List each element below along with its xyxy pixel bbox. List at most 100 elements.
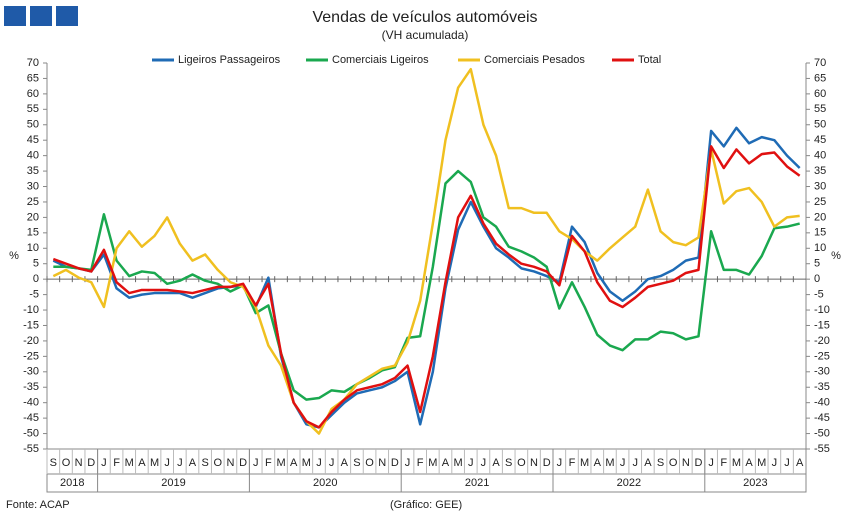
year-label: 2019 (161, 477, 185, 489)
x-tick-label: N (378, 457, 386, 469)
series-line (53, 169, 800, 401)
y-tick-label: -55 (23, 443, 39, 455)
y2-tick-label: 50 (814, 119, 826, 131)
year-label: 2020 (313, 477, 337, 489)
x-tick-label: N (75, 457, 83, 469)
y2-tick-label: 10 (814, 242, 826, 254)
x-tick-label: F (720, 457, 727, 469)
x-tick-label: M (732, 457, 741, 469)
x-tick-label: O (669, 457, 678, 469)
y2-tick-label: 40 (814, 150, 826, 162)
y2-tick-label: -45 (814, 412, 830, 424)
x-tick-label: J (253, 457, 259, 469)
x-tick-label: N (530, 457, 538, 469)
y2-tick-label: 30 (814, 180, 826, 192)
y-tick-label: 45 (27, 134, 39, 146)
series-line (52, 145, 801, 429)
y2-tick-label: -5 (814, 289, 824, 301)
y-tick-label: 50 (27, 119, 39, 131)
x-tick-label: J (405, 457, 411, 469)
series-line (52, 67, 800, 435)
y2-tick-label: -40 (814, 397, 830, 409)
x-tick-label: F (417, 457, 424, 469)
y2-tick-label: 15 (814, 227, 826, 239)
year-label: 2022 (617, 477, 641, 489)
chart-title: Vendas de veículos automóveis (312, 9, 537, 26)
x-tick-label: J (316, 457, 322, 469)
y-tick-label: 30 (27, 180, 39, 192)
x-tick-label: J (329, 457, 335, 469)
y2-tick-label: 0 (814, 273, 820, 285)
x-tick-label: J (481, 457, 487, 469)
y2-tick-label: 55 (814, 103, 826, 115)
logo-square (30, 6, 52, 26)
x-tick-label: N (682, 457, 690, 469)
x-tick-label: A (290, 457, 298, 469)
y-tick-label: -15 (23, 319, 39, 331)
y-tick-label: 40 (27, 150, 39, 162)
y2-tick-label: 60 (814, 88, 826, 100)
legend-label: Comerciais Ligeiros (332, 54, 429, 66)
x-tick-label: S (201, 457, 208, 469)
y-tick-label: 15 (27, 227, 39, 239)
x-tick-label: M (454, 457, 463, 469)
x-tick-label: S (353, 457, 360, 469)
x-tick-label: M (428, 457, 437, 469)
x-tick-label: A (442, 457, 450, 469)
x-tick-label: D (87, 457, 95, 469)
x-tick-label: D (239, 457, 247, 469)
chart-subtitle: (VH acumulada) (382, 28, 469, 42)
y-tick-label: -5 (29, 289, 39, 301)
y-tick-label: 65 (27, 72, 39, 84)
x-tick-label: D (694, 457, 702, 469)
y2-tick-label: -20 (814, 335, 830, 347)
y2-tick-label: -30 (814, 366, 830, 378)
y2-tick-label: 70 (814, 57, 826, 69)
logo-square (4, 6, 26, 26)
y2-tick-label: -35 (814, 381, 830, 393)
x-tick-label: F (113, 457, 120, 469)
x-tick-label: O (213, 457, 222, 469)
legend-label: Comerciais Pesados (484, 54, 585, 66)
x-tick-label: M (302, 457, 311, 469)
credit: (Gráfico: GEE) (390, 499, 462, 511)
y2-tick-label: -50 (814, 427, 830, 439)
y2-tick-label: -55 (814, 443, 830, 455)
y-tick-label: 60 (27, 88, 39, 100)
source: Fonte: ACAP (6, 499, 70, 511)
x-tick-label: D (543, 457, 551, 469)
x-tick-label: J (164, 457, 170, 469)
y-tick-label: -40 (23, 397, 39, 409)
x-tick-label: O (62, 457, 71, 469)
y2-tick-label: 5 (814, 258, 820, 270)
x-tick-label: J (557, 457, 563, 469)
x-tick-label: N (226, 457, 234, 469)
logo-square (56, 6, 78, 26)
x-tick-label: F (265, 457, 272, 469)
x-tick-label: A (138, 457, 146, 469)
x-tick-label: J (632, 457, 638, 469)
x-tick-label: A (189, 457, 197, 469)
y2-tick-label: 25 (814, 196, 826, 208)
y-tick-label: 55 (27, 103, 39, 115)
y2-tick-label: 20 (814, 211, 826, 223)
x-tick-label: A (594, 457, 602, 469)
x-tick-label: M (580, 457, 589, 469)
x-tick-label: A (745, 457, 753, 469)
y-tick-label: 0 (33, 273, 39, 285)
y-tick-label: -45 (23, 412, 39, 424)
x-tick-label: J (708, 457, 714, 469)
x-tick-label: J (772, 457, 778, 469)
y-tick-label: 5 (33, 258, 39, 270)
x-tick-label: O (517, 457, 526, 469)
x-tick-label: F (569, 457, 576, 469)
y2-tick-label: -10 (814, 304, 830, 316)
y-tick-label: -25 (23, 350, 39, 362)
x-tick-label: A (796, 457, 804, 469)
x-tick-label: M (276, 457, 285, 469)
x-tick-label: M (125, 457, 134, 469)
x-tick-label: A (492, 457, 500, 469)
y2-tick-label: -15 (814, 319, 830, 331)
